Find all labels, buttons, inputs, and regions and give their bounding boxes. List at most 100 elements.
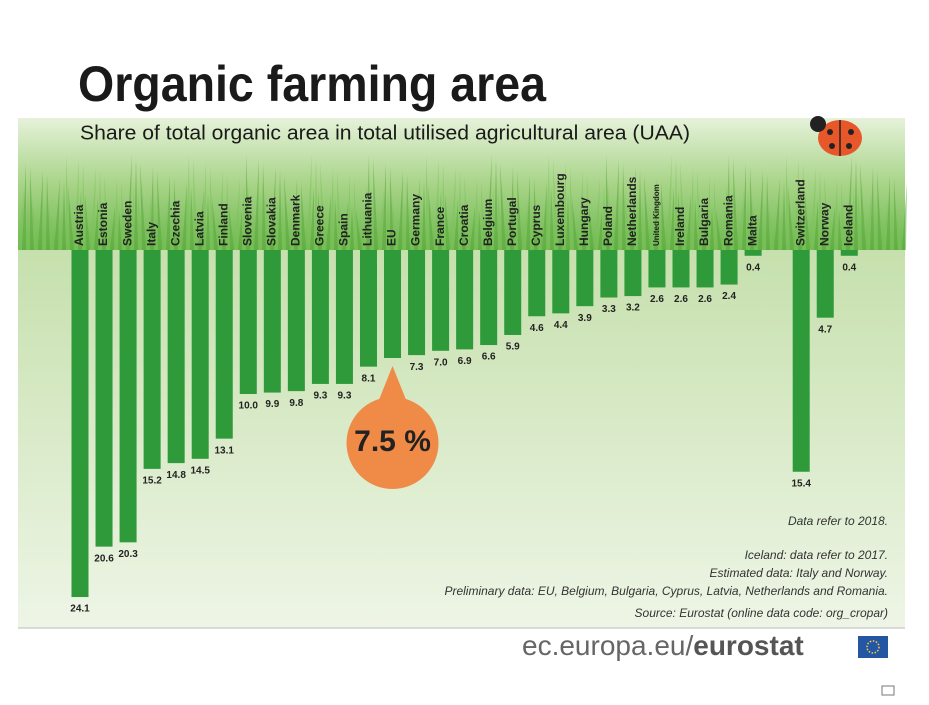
blade	[458, 170, 462, 250]
blade	[166, 174, 170, 250]
blade	[810, 166, 816, 250]
blade	[802, 162, 806, 250]
blade	[805, 194, 810, 250]
blade	[202, 162, 206, 250]
blade	[618, 190, 622, 250]
chart-subtitle: Share of total organic area in total uti…	[80, 122, 690, 144]
blade	[786, 154, 790, 250]
blade	[506, 194, 511, 250]
blade	[150, 166, 154, 250]
blade	[553, 158, 558, 250]
blade	[582, 202, 586, 250]
blade	[378, 190, 384, 250]
blade	[594, 178, 600, 250]
blade	[373, 158, 378, 250]
blade	[22, 162, 26, 250]
blade	[818, 170, 822, 250]
blade	[246, 154, 250, 250]
blade	[658, 210, 662, 250]
blade	[858, 190, 862, 250]
x-tick-label: Netherlands	[625, 176, 639, 246]
blade	[337, 170, 342, 250]
blade	[190, 186, 194, 250]
window-icon[interactable]	[881, 685, 895, 696]
blade	[278, 170, 282, 250]
value-label: 13.1	[215, 445, 235, 456]
blade	[366, 154, 370, 250]
blade	[686, 194, 691, 250]
blade	[409, 206, 414, 250]
blade	[218, 170, 223, 250]
blade	[730, 186, 734, 250]
blade	[212, 198, 218, 250]
blade	[104, 174, 110, 250]
blade	[794, 158, 799, 250]
blade	[54, 178, 60, 250]
chart-title: Organic farming area	[78, 56, 547, 112]
x-tick-label: Iceland	[841, 205, 855, 246]
blade	[418, 210, 422, 250]
blade	[68, 186, 74, 250]
note: Source: Eurostat (online data code: org_…	[635, 606, 888, 620]
note: Preliminary data: EU, Belgium, Bulgaria,…	[444, 584, 888, 598]
value-label: 10.0	[239, 401, 259, 412]
blade	[814, 198, 818, 250]
blade	[752, 198, 758, 250]
footer-url: ec.europa.eu/	[522, 630, 693, 661]
bar	[311, 250, 329, 384]
blade	[742, 162, 746, 250]
blade	[154, 198, 158, 250]
bar	[263, 250, 281, 393]
blade	[866, 194, 871, 250]
blade	[58, 210, 62, 250]
blade	[638, 170, 642, 250]
value-label: 8.1	[362, 373, 376, 384]
blade	[290, 206, 295, 250]
blade	[882, 202, 888, 250]
bar	[600, 250, 618, 298]
value-label: 5.9	[506, 342, 520, 353]
x-tick-label: Romania	[721, 195, 735, 246]
bar	[215, 250, 233, 439]
x-tick-label: Slovakia	[264, 197, 278, 246]
blade	[157, 170, 162, 250]
bar	[95, 250, 113, 547]
blade	[248, 186, 254, 250]
blade	[262, 162, 266, 250]
blade	[118, 210, 122, 250]
blade	[320, 162, 326, 250]
blade	[890, 206, 894, 250]
blade	[450, 166, 456, 250]
blade	[550, 186, 554, 250]
blade	[32, 198, 38, 250]
x-tick-label: Slovenia	[240, 196, 254, 246]
blade	[589, 206, 594, 250]
blade	[434, 158, 439, 250]
blade	[674, 158, 678, 250]
blade	[830, 206, 835, 250]
blade	[750, 166, 754, 250]
value-label: 3.2	[626, 303, 640, 314]
value-label: 14.8	[166, 470, 186, 481]
x-tick-label: Germany	[409, 194, 423, 246]
x-tick-label: Greece	[313, 205, 327, 246]
blade	[186, 154, 190, 250]
x-tick-label: Norway	[817, 202, 831, 246]
blade	[746, 194, 750, 250]
value-label: 2.6	[698, 294, 712, 305]
blade	[114, 178, 118, 250]
blade	[534, 178, 538, 250]
bar	[480, 250, 498, 346]
blade	[74, 158, 79, 250]
blade	[464, 174, 470, 250]
bar	[744, 250, 762, 256]
blade	[650, 206, 655, 250]
blade	[78, 190, 82, 250]
x-tick-label: Hungary	[577, 197, 591, 246]
bar	[720, 250, 738, 285]
blade	[314, 158, 318, 250]
value-label: 20.6	[94, 553, 114, 564]
blade	[774, 178, 780, 250]
value-label: 0.4	[746, 262, 760, 273]
blade	[630, 166, 636, 250]
